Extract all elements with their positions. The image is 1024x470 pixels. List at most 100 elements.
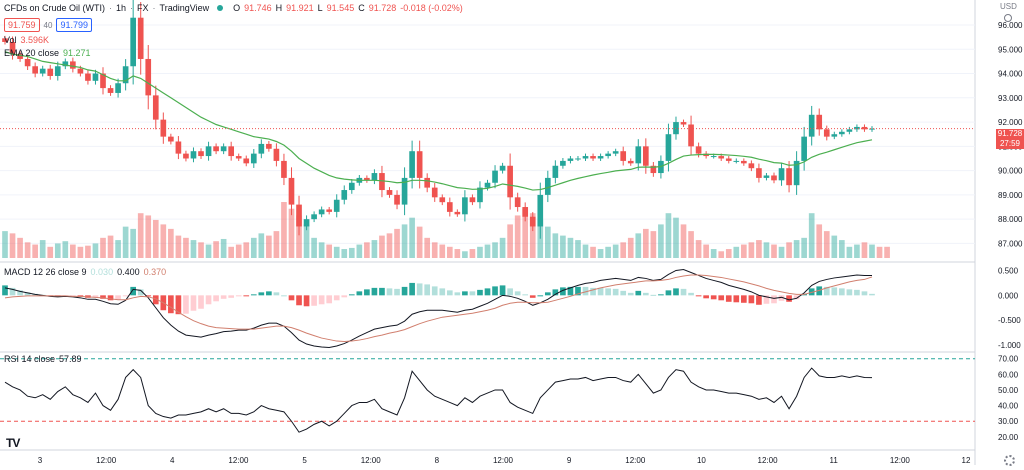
macd-histogram-bar (288, 295, 295, 301)
candle-body (642, 146, 649, 166)
candle-body (100, 73, 106, 89)
macd-histogram-bar (484, 288, 491, 296)
macd-histogram-bar (424, 284, 431, 296)
symbol-title[interactable]: CFDs on Crude Oil (WTI) (4, 3, 106, 13)
candle-body (786, 168, 792, 186)
volume-bar (47, 246, 54, 258)
volume-bar (710, 249, 717, 258)
macd-histogram-bar (597, 287, 604, 296)
time-tick-label: 12:00 (228, 456, 249, 465)
time-tick-label: 8 (435, 456, 440, 465)
volume-bar (115, 240, 121, 258)
volume-bar (24, 242, 31, 258)
candle-body (115, 83, 121, 93)
macd-histogram-bar (273, 292, 280, 296)
candle-body (190, 151, 197, 159)
volume-bar (439, 244, 446, 258)
ema-line (4, 51, 873, 191)
time-tick-label: 4 (170, 456, 175, 465)
candle-body (348, 182, 355, 191)
macd-histogram-bar (665, 290, 672, 296)
price-tick-label: 95.000 (998, 45, 1023, 54)
macd-histogram-bar (756, 295, 762, 305)
rsi-tick-label: 40.00 (998, 402, 1019, 411)
ohlc-change: -0.018 (-0.02%) (400, 3, 463, 13)
volume-bar (379, 235, 385, 258)
candle-body (62, 61, 69, 67)
ohlc-open: 91.746 (244, 3, 272, 13)
search-icon[interactable] (1004, 14, 1012, 22)
volume-bar (152, 219, 159, 258)
volume-bar (356, 244, 363, 258)
volume-bar (160, 224, 167, 258)
macd-legend[interactable]: MACD 12 26 close 9 0.030 0.400 0.370 (4, 267, 166, 277)
volume-bar (371, 240, 378, 258)
volume-bar (401, 224, 408, 258)
macd-histogram-bar (529, 295, 536, 298)
time-tick-label: 9 (567, 456, 572, 465)
macd-value: 0.400 (117, 267, 140, 277)
volume-bar (266, 235, 272, 258)
ohlc-h-label: H (275, 3, 283, 13)
ohlc-low: 91.545 (326, 3, 355, 13)
macd-tick-label: 0.500 (998, 266, 1019, 275)
rsi-value: 57.89 (59, 354, 82, 364)
candle-body (258, 143, 265, 154)
candle-body (17, 54, 23, 59)
exchange-label: FX (137, 3, 149, 13)
currency-label[interactable]: USD (1000, 2, 1017, 11)
macd-histogram-bar (326, 295, 333, 304)
volume-legend[interactable]: Vol 3.596K (4, 35, 49, 45)
candle-body (175, 141, 182, 154)
rsi-legend[interactable]: RSI 14 close 57.89 (4, 354, 82, 364)
macd-histogram-bar (673, 288, 679, 296)
candle-body (839, 131, 845, 135)
candle-body (318, 209, 325, 215)
candle-body (627, 160, 634, 164)
ema-legend[interactable]: EMA 20 close 91.271 (4, 48, 91, 58)
time-tick-label: 11 (830, 456, 839, 465)
candle-body (266, 143, 272, 149)
volume-bar (205, 244, 212, 258)
ask-button[interactable]: 91.799 (56, 18, 92, 32)
candle-body (92, 73, 99, 81)
volume-bar (122, 226, 129, 258)
time-tick-label: 12:00 (361, 456, 382, 465)
candle-body (793, 160, 800, 186)
candle-body (213, 146, 219, 152)
candle-body (107, 88, 114, 93)
candle-body (552, 165, 559, 178)
candle-body (469, 197, 476, 203)
volume-bar (560, 235, 566, 258)
macd-histogram-bar (771, 295, 777, 304)
candle-body (122, 66, 129, 84)
price-tick-label: 89.000 (998, 191, 1023, 200)
volume-bar (100, 237, 106, 258)
ohlc-l-label: L (317, 3, 323, 13)
bid-button[interactable]: 91.759 (4, 18, 40, 32)
candle-body (198, 151, 204, 157)
volume-bar (454, 249, 461, 258)
macd-histogram-bar (454, 292, 461, 296)
candle-body (326, 209, 333, 212)
volume-bar (484, 244, 491, 258)
volume-bar (537, 219, 544, 258)
macd-histogram-bar (446, 290, 453, 296)
volume-bar (168, 228, 174, 258)
macd-histogram-bar (100, 295, 106, 299)
macd-histogram-bar (175, 295, 182, 315)
volume-bar (522, 208, 529, 258)
volume-bar (839, 240, 845, 258)
volume-bar (544, 226, 551, 258)
symbol-header: CFDs on Crude Oil (WTI) · 1h · FX · Trad… (4, 3, 463, 13)
volume-bar (854, 244, 860, 258)
settings-gear-icon[interactable] (1004, 455, 1015, 466)
macd-histogram-bar (605, 288, 611, 296)
interval-label[interactable]: 1h (116, 3, 127, 13)
ohlc-o-label: O (233, 3, 241, 13)
macd-histogram-bar (462, 291, 468, 296)
candle-body (424, 177, 431, 188)
volume-bar (183, 237, 189, 258)
macd-histogram-bar (213, 295, 219, 302)
